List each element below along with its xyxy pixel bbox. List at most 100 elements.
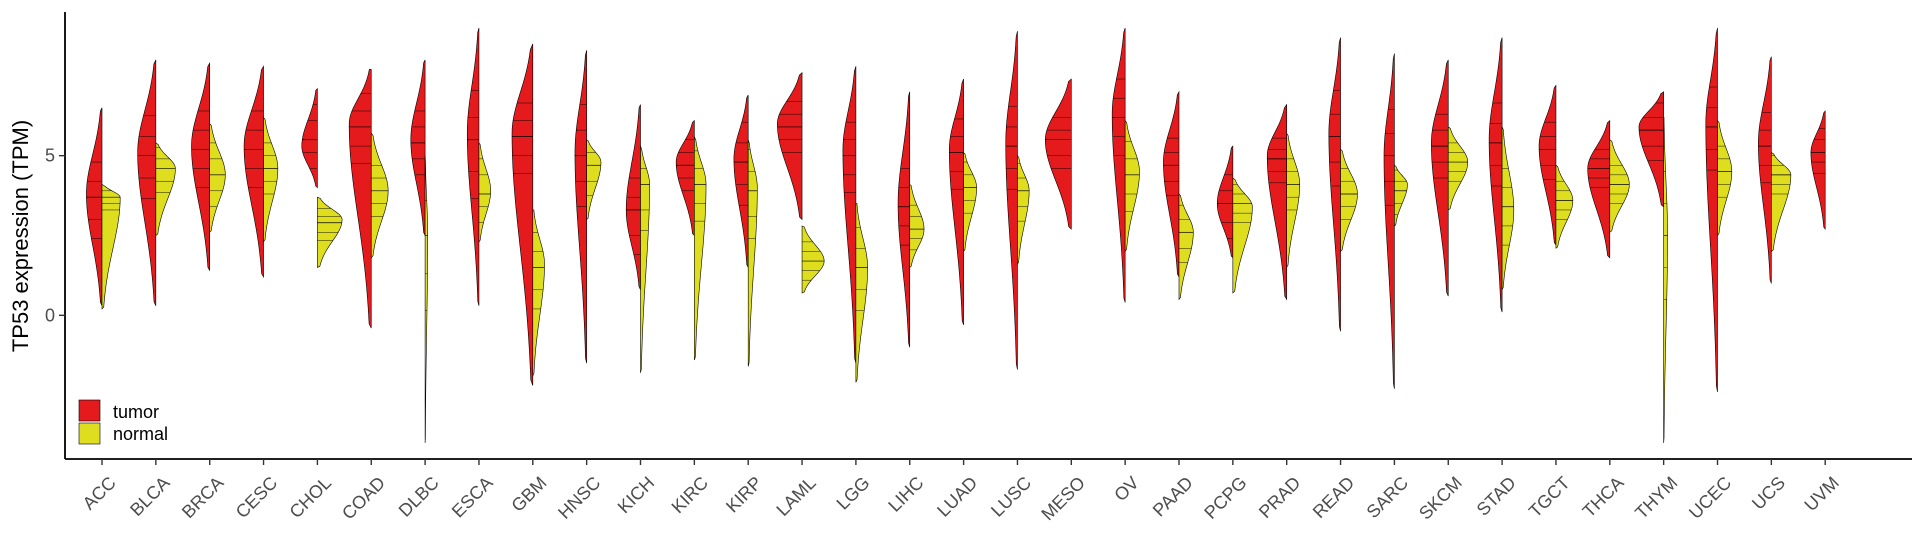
x-tick-label-prad: PRAD	[1255, 473, 1305, 523]
violin-normal-ov	[1124, 119, 1140, 253]
violin-body-tumor-lgg	[842, 66, 857, 364]
violin-body-normal-acc	[101, 183, 121, 310]
violin-body-tumor-gbm	[511, 43, 534, 386]
violin-tumor-ucec	[1705, 27, 1718, 393]
x-tick-label-tgct: TGCT	[1525, 473, 1574, 522]
x-tick-label-meso: MESO	[1037, 473, 1089, 525]
violin-body-normal-kirc	[694, 136, 707, 361]
violin-tumor-stad	[1488, 37, 1503, 313]
violin-normal-chol	[317, 196, 343, 268]
violin-body-tumor-meso	[1045, 78, 1072, 230]
y-ticks: 05	[45, 146, 65, 325]
violin-body-normal-thca	[1609, 139, 1630, 233]
legend-swatch-tumor	[78, 399, 101, 422]
violin-body-normal-blca	[155, 142, 176, 237]
violin-normal-lusc	[1017, 154, 1030, 266]
violin-tumor-acc	[86, 107, 103, 306]
violin-tumor-esca	[466, 27, 480, 306]
violin-normal-brca	[209, 122, 226, 234]
x-tick-label-cesc: CESC	[232, 473, 282, 523]
violin-body-tumor-kirp	[733, 94, 749, 268]
violin-tumor-tgct	[1538, 84, 1557, 247]
violin-normal-laml	[801, 225, 825, 294]
x-tick-label-uvm: UVM	[1801, 473, 1843, 515]
violin-body-tumor-pcpg	[1216, 145, 1234, 259]
violin-body-tumor-paad	[1163, 90, 1180, 278]
x-tick-label-skcm: SKCM	[1415, 473, 1466, 524]
x-tick-label-hnsc: HNSC	[554, 473, 604, 523]
violin-normal-thym	[1663, 117, 1668, 444]
violin-normal-blca	[155, 142, 176, 237]
violin-tumor-thca	[1587, 119, 1611, 259]
violin-body-normal-brca	[209, 122, 226, 234]
violin-body-tumor-acc	[86, 107, 103, 306]
violin-tumor-lusc	[1005, 31, 1018, 370]
x-tick-label-laml: LAML	[772, 473, 819, 520]
violin-normal-paad	[1178, 193, 1194, 301]
violin-body-normal-ov	[1124, 119, 1140, 253]
violin-body-tumor-esca	[466, 27, 480, 306]
x-tick-label-gbm: GBM	[507, 473, 550, 516]
x-tick-label-pcpg: PCPG	[1200, 473, 1250, 523]
violin-tumor-thym	[1638, 91, 1664, 208]
legend: tumor normal	[78, 399, 168, 445]
x-tick-label-kirp: KIRP	[722, 473, 766, 517]
violin-normal-coad	[370, 132, 389, 259]
x-tick-label-blca: BLCA	[126, 473, 173, 520]
violin-tumor-brca	[191, 61, 210, 271]
x-tick-label-thca: THCA	[1579, 473, 1628, 522]
x-tick-label-thym: THYM	[1631, 473, 1681, 523]
violin-tumor-lgg	[842, 66, 857, 364]
violin-tumor-hnsc	[574, 50, 587, 364]
violin-body-normal-cesc	[263, 116, 279, 243]
violin-tumor-blca	[137, 59, 157, 306]
violin-body-normal-gbm	[532, 209, 545, 377]
violin-body-tumor-stad	[1488, 37, 1503, 313]
violin-body-normal-esca	[478, 142, 491, 243]
violin-tumor-meso	[1045, 78, 1072, 230]
violin-body-tumor-laml	[777, 71, 803, 221]
violin-tumor-ucs	[1758, 56, 1772, 284]
violin-tumor-uvm	[1810, 110, 1826, 231]
x-tick-label-dlbc: DLBC	[395, 473, 443, 521]
violin-body-normal-paad	[1178, 193, 1194, 301]
violin-normal-cesc	[263, 116, 279, 243]
violin-tumor-skcm	[1431, 59, 1449, 297]
violin-normal-thca	[1609, 139, 1630, 233]
violin-body-normal-skcm	[1447, 126, 1469, 211]
violin-body-normal-dlbc	[424, 155, 429, 444]
x-tick-label-ov: OV	[1110, 473, 1143, 506]
x-tick-label-coad: COAD	[338, 473, 389, 524]
violin-body-tumor-chol	[301, 87, 318, 189]
violin-body-normal-lgg	[855, 203, 868, 383]
violin-normal-esca	[478, 142, 491, 243]
violin-body-tumor-ucec	[1705, 27, 1718, 393]
x-tick-label-paad: PAAD	[1149, 473, 1197, 521]
violin-tumor-laml	[777, 71, 803, 221]
violin-tumor-chol	[301, 87, 318, 189]
legend-swatch-normal	[78, 422, 101, 445]
violin-normal-lgg	[855, 203, 868, 383]
violin-tumor-kirp	[733, 94, 749, 268]
violin-normal-ucs	[1771, 151, 1792, 253]
violin-normal-pcpg	[1232, 177, 1253, 294]
violin-body-normal-ucs	[1771, 151, 1792, 253]
violin-body-normal-stad	[1501, 126, 1515, 290]
y-axis-title: TP53 expression (TPM)	[8, 120, 33, 352]
violin-body-normal-prad	[1286, 132, 1301, 269]
x-tick-label-lgg: LGG	[833, 473, 874, 514]
y-tick-label: 0	[45, 305, 55, 325]
violin-body-normal-lusc	[1017, 154, 1030, 266]
violin-normal-dlbc	[424, 155, 429, 444]
x-tick-label-esca: ESCA	[448, 473, 497, 522]
violin-tumor-coad	[348, 69, 372, 329]
x-tick-label-sarc: SARC	[1363, 473, 1413, 523]
violin-body-normal-hnsc	[586, 139, 602, 221]
x-ticks: ACC BLCA BRCA CESC CHOL COAD DLBC ESCA GBM HNSC KI…	[79, 459, 1843, 524]
violin-body-tumor-prad	[1266, 103, 1287, 301]
violin-body-tumor-thym	[1638, 91, 1664, 208]
violin-tumor-paad	[1163, 90, 1180, 278]
violin-tumor-gbm	[511, 43, 534, 386]
violin-tumor-pcpg	[1216, 145, 1234, 259]
violin-body-tumor-sarc	[1383, 53, 1395, 389]
